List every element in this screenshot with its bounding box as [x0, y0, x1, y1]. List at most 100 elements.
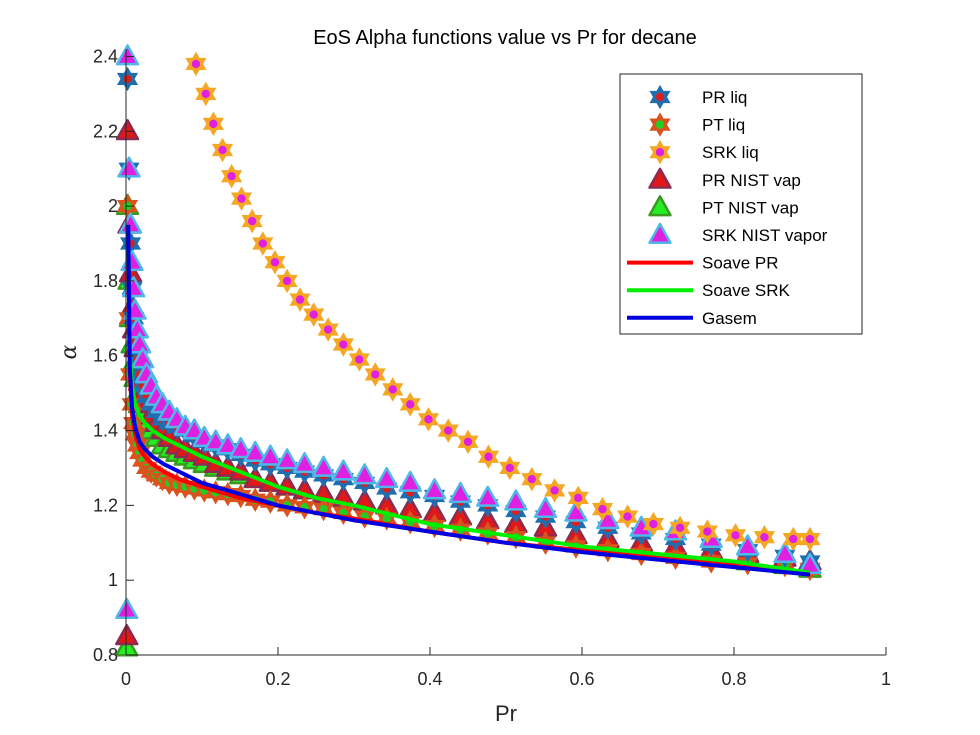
chart-title: EoS Alpha functions value vs Pr for deca…	[313, 27, 697, 49]
x-tick-label: 0.8	[721, 669, 746, 689]
srk-liq-marker	[544, 478, 566, 503]
srk-liq-marker	[521, 466, 543, 492]
y-tick-label: 0.8	[93, 645, 118, 665]
srk-liq-marker	[276, 268, 298, 294]
srk-nist-vapor-marker	[331, 459, 356, 481]
srk-liq-marker-center	[527, 474, 537, 484]
srk-nist-vapor-marker	[131, 347, 155, 369]
srk-nist-vapor-marker	[533, 496, 558, 519]
legend-item-gasem: Gasem	[627, 309, 757, 328]
legend-swatch	[648, 167, 672, 189]
srk-liq-marker-center	[760, 532, 769, 542]
srk-liq-marker	[567, 485, 589, 511]
srk-liq-marker	[264, 250, 286, 275]
x-tick-label: 1	[881, 669, 891, 689]
legend-label: PR NIST vap	[702, 171, 801, 190]
srk-nist-vapor-marker	[564, 500, 588, 522]
srk-liq-marker	[221, 163, 243, 189]
legend-label: SRK NIST vapor	[702, 226, 828, 245]
srk-liq-marker	[332, 332, 354, 357]
plot-area	[115, 44, 822, 657]
srk-liq-marker	[382, 377, 404, 402]
legend-item-pr-liq: PR liq	[649, 84, 747, 110]
srk-liq-marker-center	[505, 463, 514, 473]
srk-nist-vapor-marker	[735, 534, 760, 556]
legend-swatch	[648, 195, 672, 217]
srk-liq-marker-center	[237, 194, 246, 203]
srk-liq-marker-center	[339, 340, 348, 349]
srk-liq-marker	[696, 519, 718, 544]
legend-label: PR liq	[702, 88, 747, 107]
y-tick-label: 2.4	[93, 46, 118, 66]
srk-liq-marker	[417, 407, 440, 432]
y-tick-label: 1	[108, 570, 118, 590]
series-srk-nist-vapor	[115, 44, 822, 620]
y-axis-label: α	[57, 344, 82, 359]
legend-label: Soave SRK	[702, 281, 791, 300]
srk-liq-marker-center	[282, 276, 292, 286]
x-tick-label: 0	[121, 669, 131, 689]
srk-liq-marker-center	[703, 527, 712, 536]
srk-nist-vapor-marker	[115, 44, 140, 66]
pr-nist-vap-marker	[115, 119, 140, 141]
legend-label: Gasem	[702, 309, 757, 328]
legend-swatch-center	[655, 92, 665, 102]
srk-nist-vapor-marker	[398, 470, 422, 492]
srk-liq-marker	[195, 81, 217, 107]
srk-liq-marker	[642, 511, 665, 537]
srk-liq-marker	[437, 418, 459, 443]
srk-nist-vapor-marker	[476, 485, 500, 507]
legend: PR liq PT liq SRK liq PR NIST vap PT NIST va…	[619, 73, 863, 335]
legend-label: Soave PR	[702, 254, 779, 273]
legend-items: PR liq PT liq SRK liq PR NIST vap PT NIST va…	[627, 84, 828, 328]
srk-liq-marker-center	[598, 504, 607, 514]
pr-liq-marker	[116, 66, 139, 92]
srk-liq-marker	[753, 524, 775, 550]
legend-item-soave-pr: Soave PR	[627, 254, 779, 273]
legend-label: PT liq	[702, 116, 745, 135]
legend-swatch	[649, 112, 671, 137]
srk-liq-marker	[457, 429, 479, 454]
legend-item-pr-nist-vap: PR NIST vap	[648, 167, 801, 190]
srk-nist-vapor-marker	[374, 466, 399, 489]
srk-liq-marker-center	[258, 239, 267, 248]
legend-swatch	[649, 84, 671, 110]
srk-nist-vapor-marker	[275, 448, 299, 470]
x-axis-label: Pr	[495, 701, 517, 726]
srk-liq-marker-center	[309, 310, 318, 319]
srk-liq-marker	[399, 392, 421, 417]
series-srk-liq	[185, 51, 821, 552]
srk-liq-marker-center	[805, 534, 815, 544]
legend-swatch-center	[655, 120, 665, 129]
srk-nist-vapor-marker	[504, 489, 528, 511]
legend-swatch	[649, 140, 671, 165]
srk-liq-marker	[591, 496, 614, 522]
srk-liq-marker-center	[247, 216, 257, 226]
srk-liq-marker-center	[574, 493, 583, 503]
legend-item-pt-nist-vap: PT NIST vap	[648, 195, 799, 217]
srk-liq-marker-center	[191, 59, 201, 69]
srk-liq-marker	[477, 444, 500, 469]
srk-liq-marker	[317, 317, 339, 342]
x-tick-label: 0.6	[569, 669, 594, 689]
srk-liq-marker-center	[623, 512, 632, 521]
srk-liq-marker-center	[227, 171, 236, 181]
srk-nist-vapor-marker	[448, 481, 473, 504]
legend-item-pt-liq: PT liq	[649, 112, 745, 137]
soave-srk-line	[126, 224, 811, 575]
srk-liq-marker	[617, 504, 639, 529]
srk-liq-marker-center	[675, 523, 685, 533]
x-tick-label: 0.4	[417, 669, 442, 689]
srk-liq-marker	[782, 526, 804, 552]
y-tick-label: 1.2	[93, 495, 118, 515]
srk-liq-marker-center	[649, 519, 658, 529]
legend-swatch	[648, 222, 672, 244]
srk-liq-marker	[724, 523, 747, 548]
srk-liq-marker-center	[355, 355, 364, 364]
srk-liq-marker-center	[444, 426, 453, 435]
srk-liq-marker-center	[270, 258, 280, 267]
y-ticks: 0.8 1 1.2 1.4 1.6 1.8 2 2.2 2.4	[93, 46, 134, 665]
series-lines	[126, 224, 811, 577]
srk-liq-marker-center	[201, 89, 210, 99]
